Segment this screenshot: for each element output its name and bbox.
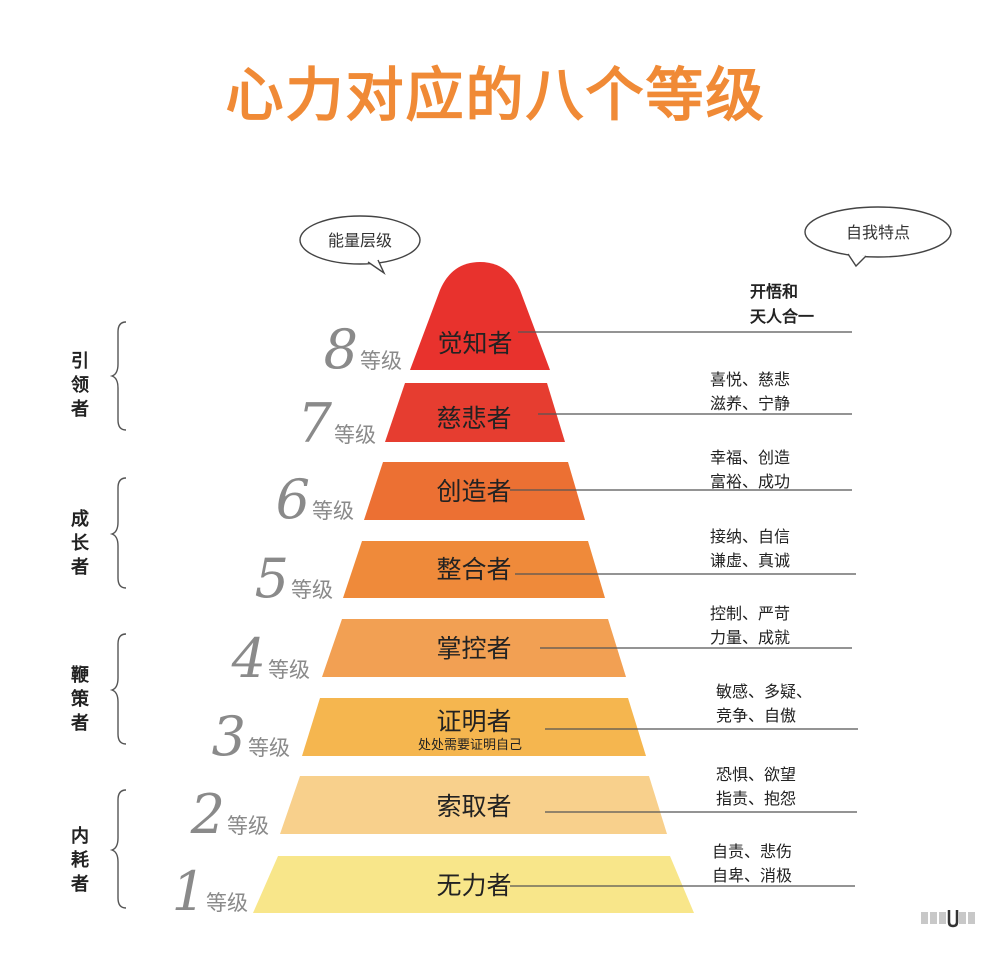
- tier-6-trait-2: 富裕、成功: [710, 472, 790, 491]
- tier-5-level: 5: [255, 547, 289, 610]
- tier-3: 证明者 处处需要证明自己 3 等级 敏感、多疑、 竞争、自傲: [212, 682, 858, 768]
- group-drainers: 内 耗 者: [70, 789, 127, 909]
- tier-4-name: 掌控者: [436, 634, 511, 663]
- tier-8: 觉知者 8 等级 开悟和 天人合一: [324, 262, 852, 381]
- tier-5-trait-1: 接纳、自信: [710, 527, 790, 546]
- tier-7: 慈悲者 7 等级 喜悦、慈悲 滋养、宁静: [298, 370, 852, 455]
- group-leaders-char-2: 领: [71, 374, 89, 396]
- group-leaders-char-1: 引: [71, 351, 89, 372]
- tier-7-level: 7: [298, 392, 333, 455]
- group-growers-char-3: 者: [70, 557, 89, 578]
- tier-8-level: 8: [324, 318, 358, 381]
- tier-6: 创造者 6 等级 幸福、创造 富裕、成功: [276, 448, 852, 531]
- tier-4-shape: [322, 619, 626, 677]
- tier-3-trait-1: 敏感、多疑、: [716, 682, 812, 701]
- group-drainers-char-3: 者: [70, 874, 89, 895]
- tier-3-shape: [302, 698, 646, 756]
- tier-5-trait-2: 谦虚、真诚: [710, 551, 790, 570]
- tier-1-trait-2: 自卑、消极: [712, 866, 792, 885]
- tier-2-trait-2: 指责、抱怨: [716, 789, 796, 808]
- tier-2-level: 2: [190, 783, 225, 846]
- tier-6-unit: 等级: [312, 499, 354, 523]
- tier-7-trait-1: 喜悦、慈悲: [710, 370, 790, 389]
- tier-8-name: 觉知者: [437, 329, 512, 358]
- group-drainers-char-2: 耗: [71, 849, 89, 871]
- tier-3-subtitle: 处处需要证明自己: [418, 738, 522, 753]
- group-drivers: 鞭 策 者: [70, 633, 127, 745]
- tier-3-level: 3: [212, 705, 246, 768]
- tier-3-unit: 等级: [248, 736, 290, 760]
- tier-7-name: 慈悲者: [436, 404, 511, 433]
- tier-2-trait-1: 恐惧、欲望: [716, 765, 796, 784]
- tier-7-unit: 等级: [334, 423, 376, 447]
- group-growers-char-1: 成: [71, 508, 89, 530]
- tier-5-name: 整合者: [436, 555, 511, 584]
- tier-5-shape: [343, 541, 605, 598]
- tier-4-unit: 等级: [268, 658, 310, 682]
- tier-2-name: 索取者: [436, 792, 511, 821]
- group-growers: 成 长 者: [70, 477, 127, 589]
- tier-7-shape: [385, 383, 565, 442]
- tier-1-shape: [253, 856, 694, 913]
- tier-1-level: 1: [172, 860, 206, 923]
- tier-1-name: 无力者: [436, 871, 511, 900]
- tier-1-trait-1: 自责、悲伤: [712, 842, 792, 861]
- tier-5: 整合者 5 等级 接纳、自信 谦虚、真诚: [255, 527, 856, 610]
- tier-6-name: 创造者: [436, 477, 511, 506]
- tier-1-unit: 等级: [206, 891, 248, 915]
- page-title: 心力对应的八个等级: [225, 61, 766, 129]
- tier-8-trait-1: 开悟和: [750, 282, 798, 301]
- watermark-logo: [921, 910, 975, 928]
- group-drivers-char-3: 者: [70, 713, 89, 734]
- tier-2-unit: 等级: [227, 814, 269, 838]
- group-drainers-char-1: 内: [71, 825, 89, 847]
- tier-3-trait-2: 竞争、自傲: [716, 706, 796, 725]
- group-drivers-char-2: 策: [71, 688, 90, 710]
- tier-4-trait-1: 控制、严苛: [710, 604, 790, 623]
- bubble-right-text: 自我特点: [846, 223, 910, 242]
- group-drivers-char-1: 鞭: [71, 664, 90, 686]
- tier-8-trait-2: 天人合一: [750, 307, 814, 326]
- tier-8-shape: [410, 262, 550, 370]
- tier-6-shape: [364, 462, 585, 520]
- tier-4-level: 4: [231, 627, 266, 690]
- tier-5-unit: 等级: [291, 578, 333, 602]
- bubble-energy-level: 能量层级: [299, 215, 421, 276]
- bubble-left-text: 能量层级: [328, 231, 392, 250]
- tier-2: 索取者 2 等级 恐惧、欲望 指责、抱怨: [190, 765, 857, 846]
- group-leaders: 引 领 者: [70, 321, 127, 431]
- tier-1: 无力者 1 等级 自责、悲伤 自卑、消极: [172, 842, 855, 923]
- tier-6-level: 6: [276, 468, 310, 531]
- bubble-self-traits: 自我特点: [804, 206, 952, 268]
- group-growers-char-2: 长: [71, 533, 90, 554]
- group-leaders-char-3: 者: [70, 399, 89, 420]
- tier-3-name: 证明者: [436, 707, 511, 736]
- tier-2-shape: [280, 776, 667, 834]
- tier-6-trait-1: 幸福、创造: [710, 448, 790, 467]
- tier-7-trait-2: 滋养、宁静: [710, 394, 790, 413]
- tier-8-unit: 等级: [360, 349, 402, 373]
- tier-4-trait-2: 力量、成就: [710, 628, 790, 647]
- tier-4: 掌控者 4 等级 控制、严苛 力量、成就: [231, 604, 852, 690]
